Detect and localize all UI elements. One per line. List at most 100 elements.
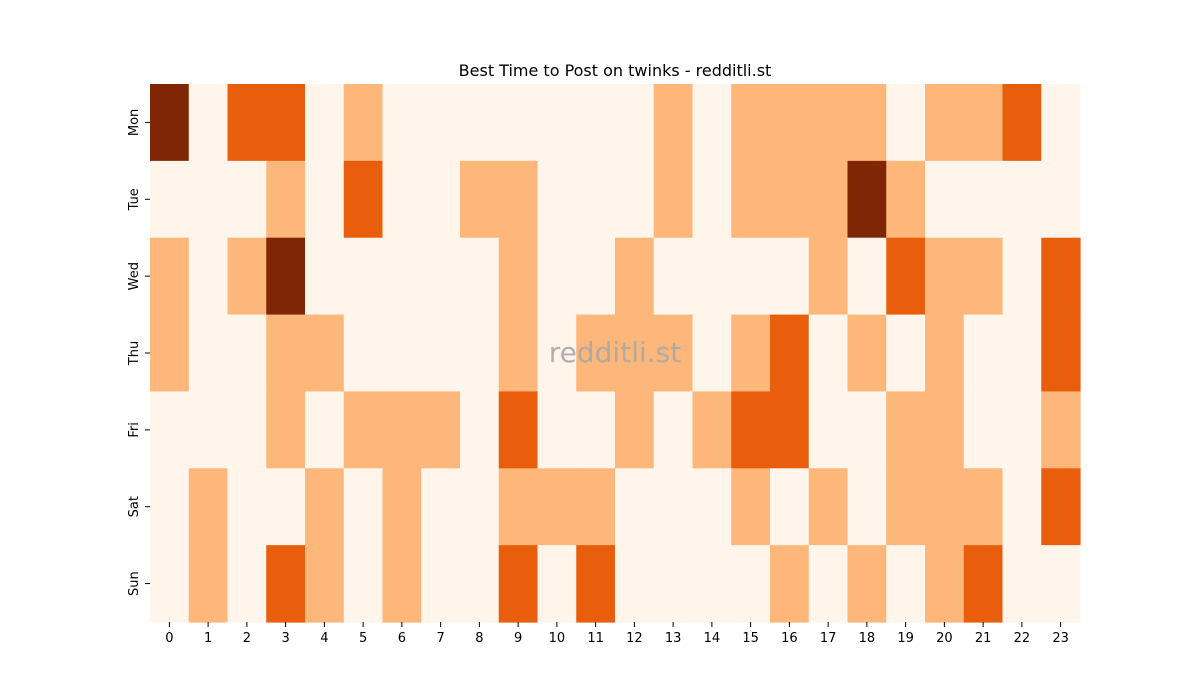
heatmap-cell-thu-20: [925, 314, 965, 393]
heatmap-cell-sun-2: [227, 545, 267, 623]
heatmap-cell-mon-2: [227, 84, 267, 162]
heatmap-cell-mon-22: [1002, 84, 1042, 162]
heatmap-cell-fri-20: [925, 391, 965, 469]
x-tick-label: 9: [514, 631, 522, 646]
heatmap-cell-sun-23: [1041, 545, 1081, 623]
heatmap-cell-wed-1: [188, 237, 229, 316]
heatmap-cell-wed-19: [886, 237, 926, 316]
heatmap-cell-wed-13: [653, 237, 694, 316]
x-axis: 0 1 2 3 4 5 6 7 8 9 10 11 12 13 14 15 16 17 18 19 20 21 22 23: [165, 622, 1069, 646]
heatmap-cell-tue-3: [266, 160, 306, 239]
heatmap-cell-fri-21: [963, 391, 1004, 469]
heatmap-cell-tue-4: [305, 160, 345, 239]
heatmap-cell-mon-10: [537, 84, 577, 162]
heatmap-cell-tue-11: [576, 160, 616, 239]
heatmap-cell-wed-16: [770, 237, 810, 316]
x-tick-label: 12: [626, 631, 643, 646]
heatmap-cell-thu-5: [343, 314, 384, 393]
heatmap-cell-tue-18: [847, 160, 887, 239]
heatmap-cell-mon-14: [692, 84, 732, 162]
x-tick-label: 11: [587, 631, 604, 646]
heatmap-cell-sun-14: [692, 545, 732, 623]
heatmap-cell-thu-0: [150, 314, 190, 393]
x-tick-label: 8: [475, 631, 483, 646]
heatmap-cell-sat-18: [847, 468, 887, 546]
heatmap-cell-sat-19: [886, 468, 926, 546]
heatmap-cell-fri-14: [692, 391, 732, 469]
heatmap-cell-tue-14: [692, 160, 732, 239]
heatmap-cell-sun-19: [886, 545, 926, 623]
heatmap-cell-sat-11: [576, 468, 616, 546]
heatmap-cell-fri-18: [847, 391, 887, 469]
heatmap-cell-mon-4: [305, 84, 345, 162]
heatmap-cell-sun-1: [188, 545, 229, 623]
heatmap-cell-sun-20: [925, 545, 965, 623]
heatmap-cell-tue-6: [382, 160, 422, 239]
y-axis: Mon Tue Wed Thu Fri Sat Sun: [127, 109, 150, 596]
heatmap-cell-mon-12: [615, 84, 655, 162]
heatmap-cell-thu-15: [731, 314, 771, 393]
heatmap-cell-wed-8: [460, 237, 500, 316]
y-tick-label: Fri: [127, 422, 142, 438]
heatmap-cell-fri-16: [770, 391, 810, 469]
heatmap-cell-tue-9: [498, 160, 539, 239]
heatmap-cell-fri-5: [343, 391, 384, 469]
heatmap-cell-sun-18: [847, 545, 887, 623]
heatmap-cell-sun-15: [731, 545, 771, 623]
heatmap-cell-sat-7: [421, 468, 461, 546]
heatmap-cell-thu-22: [1002, 314, 1042, 393]
heatmap-cell-wed-6: [382, 237, 422, 316]
y-tick-label: Sat: [127, 496, 142, 517]
x-tick-label: 23: [1052, 631, 1069, 646]
heatmap-cell-fri-17: [808, 391, 849, 469]
x-tick-label: 6: [398, 631, 406, 646]
heatmap-cell-fri-6: [382, 391, 422, 469]
heatmap-cell-fri-1: [188, 391, 229, 469]
heatmap-cell-sat-5: [343, 468, 384, 546]
heatmap-cell-mon-18: [847, 84, 887, 162]
heatmap-cell-sat-13: [653, 468, 694, 546]
heatmap-cell-tue-10: [537, 160, 577, 239]
x-tick-label: 18: [859, 631, 876, 646]
heatmap-cell-wed-20: [925, 237, 965, 316]
heatmap-cell-sat-0: [150, 468, 190, 546]
heatmap-cell-mon-0: [150, 84, 190, 162]
heatmap-cell-wed-9: [498, 237, 539, 316]
heatmap-cell-fri-10: [537, 391, 577, 469]
heatmap-cell-mon-1: [188, 84, 229, 162]
heatmap-cell-tue-23: [1041, 160, 1081, 239]
heatmap-cell-thu-23: [1041, 314, 1081, 393]
heatmap-cell-fri-23: [1041, 391, 1081, 469]
heatmap-cell-sat-20: [925, 468, 965, 546]
heatmap-cell-thu-10: [537, 314, 577, 393]
heatmap-cell-fri-11: [576, 391, 616, 469]
heatmap-cell-sun-12: [615, 545, 655, 623]
heatmap-cell-mon-6: [382, 84, 422, 162]
y-tick-label: Wed: [127, 262, 142, 290]
heatmap-cell-wed-10: [537, 237, 577, 316]
heatmap-cell-tue-8: [460, 160, 500, 239]
heatmap-cell-wed-3: [266, 237, 306, 316]
heatmap-cell-mon-20: [925, 84, 965, 162]
heatmap-cell-wed-12: [615, 237, 655, 316]
heatmap-cell-tue-16: [770, 160, 810, 239]
heatmap-cell-tue-20: [925, 160, 965, 239]
heatmap-cell-mon-3: [266, 84, 306, 162]
heatmap-cell-wed-5: [343, 237, 384, 316]
heatmap-cell-fri-2: [227, 391, 267, 469]
heatmap-cell-fri-9: [498, 391, 539, 469]
heatmap-cell-mon-23: [1041, 84, 1081, 162]
heatmap-cell-sun-4: [305, 545, 345, 623]
heatmap-cell-mon-19: [886, 84, 926, 162]
heatmap-cell-mon-21: [963, 84, 1004, 162]
heatmap-cell-thu-13: [653, 314, 694, 393]
heatmap-cell-thu-7: [421, 314, 461, 393]
heatmap-cell-fri-15: [731, 391, 771, 469]
heatmap-cell-thu-8: [460, 314, 500, 393]
heatmap-cell-thu-19: [886, 314, 926, 393]
heatmap-cell-mon-8: [460, 84, 500, 162]
x-tick-label: 0: [165, 631, 173, 646]
heatmap-cell-sat-17: [808, 468, 849, 546]
heatmap-cell-tue-21: [963, 160, 1004, 239]
x-tick-label: 14: [704, 631, 721, 646]
